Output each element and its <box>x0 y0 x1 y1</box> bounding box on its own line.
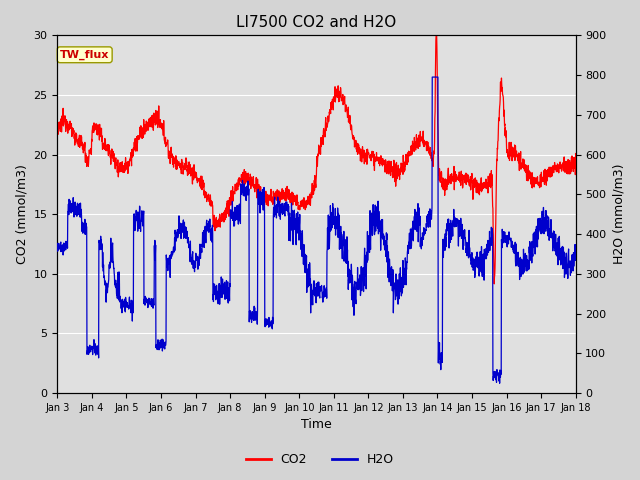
Legend: CO2, H2O: CO2, H2O <box>241 448 399 471</box>
X-axis label: Time: Time <box>301 419 332 432</box>
Title: LI7500 CO2 and H2O: LI7500 CO2 and H2O <box>236 15 397 30</box>
Y-axis label: H2O (mmol/m3): H2O (mmol/m3) <box>612 164 625 264</box>
Text: TW_flux: TW_flux <box>60 49 109 60</box>
Y-axis label: CO2 (mmol/m3): CO2 (mmol/m3) <box>15 164 28 264</box>
